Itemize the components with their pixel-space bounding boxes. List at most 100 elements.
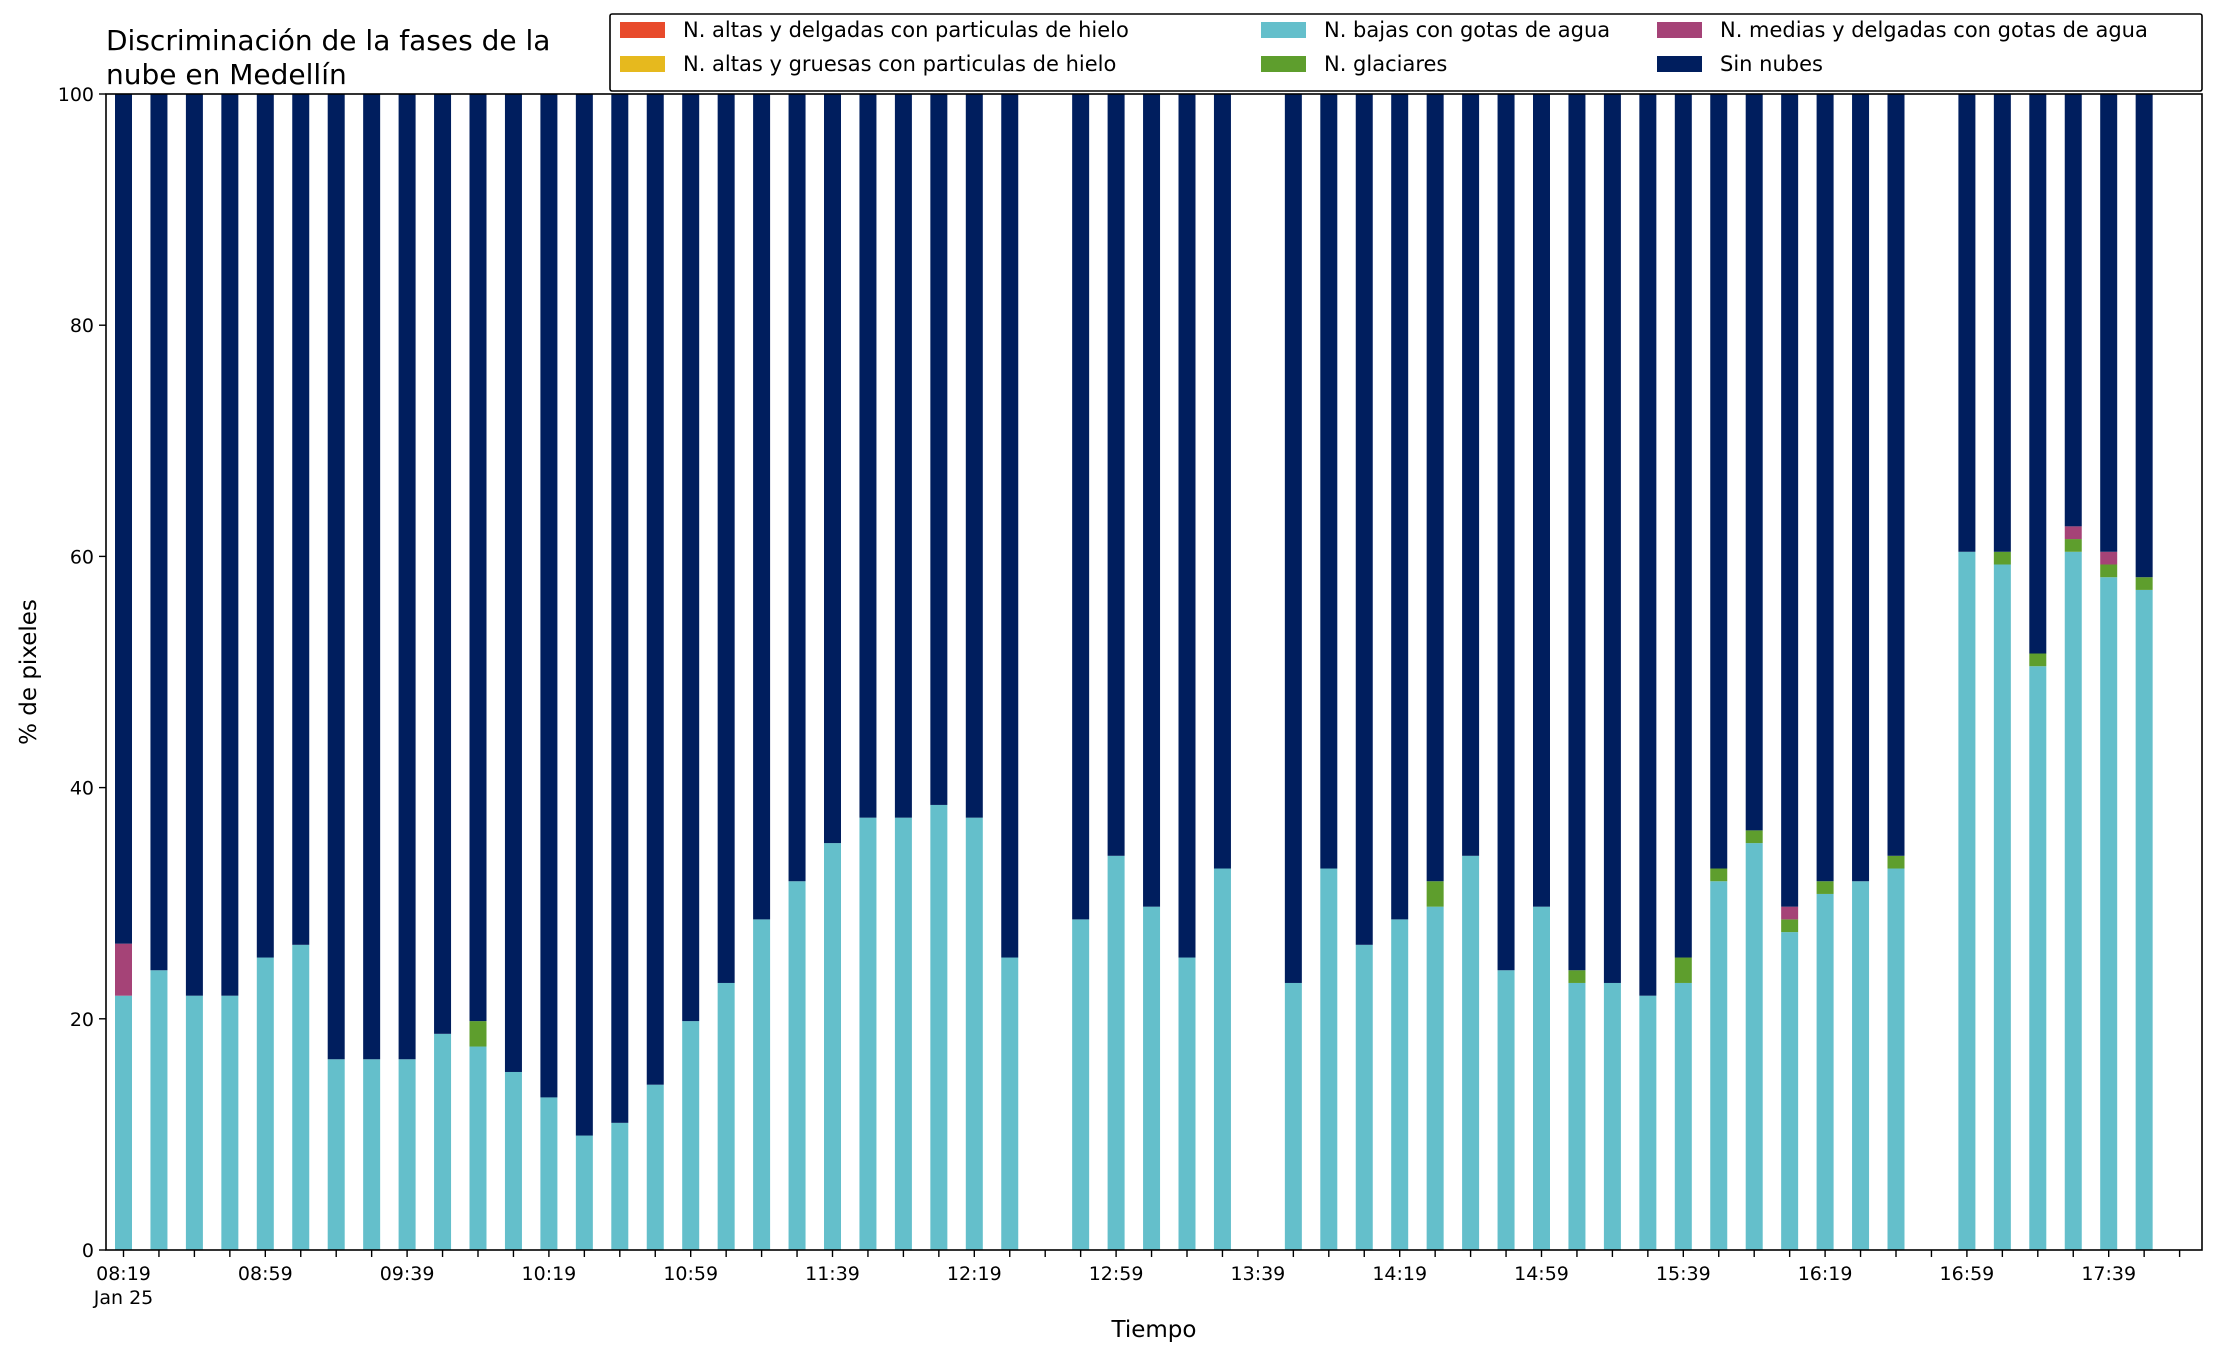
bar-segment-bajas	[1143, 906, 1161, 1250]
bar-stack	[1143, 94, 1161, 1250]
bar-segment-bajas	[1603, 982, 1621, 1250]
bar-stack	[1107, 94, 1125, 1250]
bar-segment-bajas	[824, 843, 841, 1250]
bar-segment-bajas	[221, 995, 239, 1250]
bar-segment-sin-nubes	[1745, 94, 1763, 831]
bar-segment-sin-nubes	[185, 94, 203, 996]
bar-segment-sin-nubes	[1462, 94, 1480, 856]
bar-segment-glaciares	[1745, 830, 1763, 844]
x-tick-label: 12:19	[947, 1263, 1002, 1285]
bar-segment-bajas	[1674, 982, 1692, 1250]
bar-segment-sin-nubes	[2135, 94, 2153, 578]
bar-segment-sin-nubes	[1710, 94, 1728, 869]
bar-stack	[1355, 94, 1373, 1250]
bar-segment-bajas	[363, 1059, 381, 1250]
bar-stack	[1497, 94, 1515, 1250]
bar-segment-sin-nubes	[824, 94, 841, 844]
y-tick-label: 20	[70, 1009, 94, 1031]
bar-segment-glaciares	[2135, 577, 2153, 590]
bar-segment-medias	[1781, 906, 1799, 920]
bar-segment-sin-nubes	[1355, 94, 1373, 945]
chart-title: Discriminación de la fases de la nube en…	[106, 24, 550, 91]
legend-swatch	[1657, 56, 1702, 72]
bar-segment-sin-nubes	[753, 94, 771, 920]
bar-stack	[1568, 94, 1586, 1250]
bar-segment-bajas	[1426, 906, 1444, 1250]
x-tick-label: 08:59	[238, 1263, 293, 1285]
bar-segment-bajas	[434, 1033, 452, 1250]
bar-segment-bajas	[1355, 944, 1373, 1250]
legend-label: N. altas y delgadas con particulas de hi…	[683, 18, 1129, 42]
bar-stack	[824, 94, 841, 1250]
legend-swatch	[1261, 56, 1306, 72]
bar-segment-bajas	[575, 1135, 593, 1250]
x-tick-label: 13:39	[1231, 1263, 1286, 1285]
x-tick-label: 14:59	[1514, 1263, 1569, 1285]
bar-segment-sin-nubes	[1072, 94, 1090, 920]
bar-segment-sin-nubes	[717, 94, 735, 983]
plot-frame	[105, 93, 2203, 1251]
bar-stack	[1320, 94, 1338, 1250]
bar-segment-glaciares	[1674, 957, 1692, 983]
legend-label: N. glaciares	[1324, 52, 1447, 76]
bar-stack	[185, 94, 203, 1250]
bar-stack	[398, 94, 416, 1250]
bar-stack	[930, 94, 948, 1250]
bar-segment-sin-nubes	[2029, 94, 2047, 654]
bar-segment-bajas	[1852, 881, 1870, 1250]
bar-segment-bajas	[1710, 881, 1728, 1250]
bar-segment-bajas	[2029, 666, 2047, 1250]
bar-segment-sin-nubes	[504, 94, 522, 1072]
bar-segment-bajas	[1958, 551, 1976, 1250]
bar-segment-glaciares	[2029, 653, 2047, 667]
bar-stack	[2029, 94, 2047, 1250]
bar-stack	[1781, 94, 1799, 1250]
bar-segment-sin-nubes	[1533, 94, 1550, 907]
bar-segment-sin-nubes	[1497, 94, 1515, 971]
legend-swatch	[620, 22, 665, 38]
bar-segment-sin-nubes	[1639, 94, 1657, 996]
bar-stack	[256, 94, 274, 1250]
bar-segment-medias	[2100, 551, 2118, 565]
bar-stack	[1852, 94, 1870, 1250]
x-tick-label: 14:19	[1372, 1263, 1427, 1285]
bar-stack	[1674, 94, 1692, 1250]
bar-stack	[1001, 94, 1019, 1250]
bar-segment-glaciares	[1887, 855, 1905, 869]
bar-segment-sin-nubes	[611, 94, 629, 1123]
bar-stack	[2064, 94, 2082, 1250]
bar-segment-bajas	[930, 804, 948, 1250]
bar-stack	[894, 94, 912, 1250]
legend-entry: N. altas y gruesas con particulas de hie…	[620, 52, 1116, 76]
legend-entry: N. glaciares	[1261, 52, 1447, 76]
bar-segment-sin-nubes	[398, 94, 416, 1060]
bar-segment-glaciares	[1993, 551, 2011, 565]
chart-title-line-2: nube en Medellín	[106, 58, 347, 91]
bar-segment-sin-nubes	[540, 94, 558, 1098]
bar-segment-sin-nubes	[788, 94, 806, 882]
bar-stack	[1462, 94, 1480, 1250]
legend-entry: N. medias y delgadas con gotas de agua	[1657, 18, 2148, 42]
bar-segment-bajas	[469, 1046, 487, 1250]
bar-segment-bajas	[1887, 868, 1905, 1250]
bar-segment-sin-nubes	[1284, 94, 1302, 983]
bar-stack	[469, 94, 487, 1250]
bar-segment-bajas	[1816, 893, 1834, 1250]
bar-segment-sin-nubes	[1143, 94, 1161, 907]
bar-segment-sin-nubes	[150, 94, 168, 971]
bar-segment-sin-nubes	[930, 94, 948, 805]
bar-stack	[646, 94, 664, 1250]
bar-segment-sin-nubes	[1107, 94, 1125, 856]
bar-stack	[1710, 94, 1728, 1250]
legend-label: N. bajas con gotas de agua	[1324, 18, 1610, 42]
bar-segment-glaciares	[2064, 539, 2082, 552]
bar-segment-sin-nubes	[894, 94, 912, 818]
x-tick-label: 11:39	[805, 1263, 860, 1285]
bar-stack	[1284, 94, 1302, 1250]
bar-segment-bajas	[115, 995, 132, 1250]
bar-segment-sin-nubes	[1674, 94, 1692, 958]
bar-segment-sin-nubes	[1391, 94, 1409, 920]
x-tick-label: 10:19	[522, 1263, 577, 1285]
